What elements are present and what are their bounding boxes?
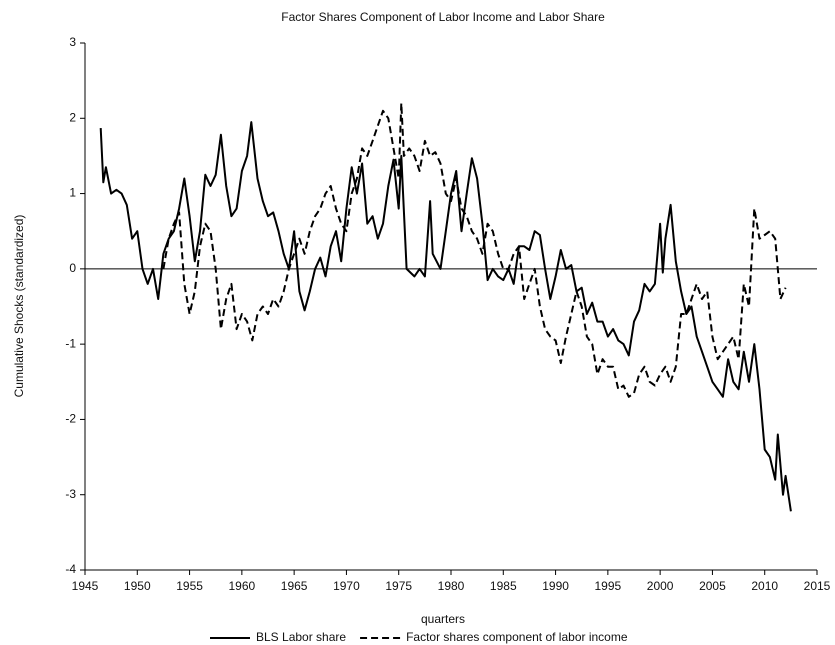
y-tick-label: -1 (65, 336, 76, 350)
x-tick-label: 2000 (647, 579, 674, 593)
y-axis-label: Cumulative Shocks (standardized) (12, 215, 26, 398)
x-tick-label: 1970 (333, 579, 360, 593)
y-tick-label: 0 (69, 261, 76, 275)
legend-label: Factor shares component of labor income (406, 630, 628, 644)
x-tick-label: 1980 (438, 579, 465, 593)
x-tick-label: 1995 (595, 579, 622, 593)
y-tick-label: 1 (69, 186, 76, 200)
x-tick-label: 1950 (124, 579, 151, 593)
y-tick-label: -4 (65, 562, 76, 576)
x-tick-label: 1960 (229, 579, 256, 593)
y-tick-label: 3 (69, 35, 76, 49)
x-tick-label: 2015 (804, 579, 831, 593)
x-tick-label: 1985 (490, 579, 517, 593)
x-tick-label: 1945 (72, 579, 99, 593)
x-tick-label: 1955 (176, 579, 203, 593)
y-tick-label: -3 (65, 487, 76, 501)
legend-label: BLS Labor share (256, 630, 346, 644)
x-tick-label: 2010 (751, 579, 778, 593)
x-tick-label: 1965 (281, 579, 308, 593)
y-tick-label: 2 (69, 110, 76, 124)
data-line (99, 121, 792, 512)
y-tick-label: -2 (65, 412, 76, 426)
chart-title: Factor Shares Component of Labor Income … (281, 10, 605, 24)
x-tick-label: 2005 (699, 579, 726, 593)
x-tick-label: 1975 (385, 579, 412, 593)
x-tick-label: 1990 (542, 579, 569, 593)
x-axis-label: quarters (421, 612, 465, 626)
data-line (162, 102, 787, 398)
